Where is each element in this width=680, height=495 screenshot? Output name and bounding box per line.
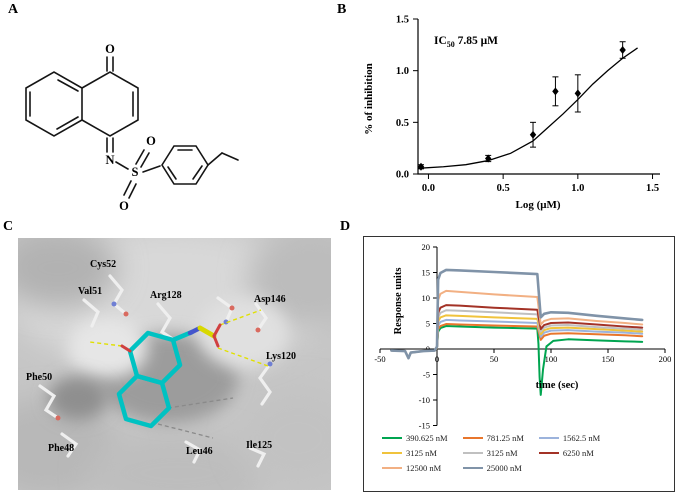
panel-b-label: B: [337, 2, 347, 17]
svg-text:0: 0: [435, 354, 439, 364]
atom-label-imine-n: N: [105, 153, 114, 167]
legend-label: 3125 nM: [486, 448, 518, 458]
legend-label: 12500 nM: [406, 463, 442, 473]
svg-text:0.5: 0.5: [497, 183, 510, 194]
legend-label: 1562.5 nM: [562, 433, 601, 443]
svg-text:0.0: 0.0: [422, 183, 435, 194]
residue-sticks: [38, 274, 272, 468]
legend-item: 390.625 nM: [382, 433, 448, 443]
x-axis-title: Log (μM): [515, 199, 560, 211]
legend-label: 25000 nM: [486, 463, 522, 473]
docking-view: Cys52 Val51 Arg128 Asp146 Lys120 Phe50 P…: [18, 238, 331, 490]
legend-item: 3125 nM: [382, 448, 448, 458]
svg-text:-10: -10: [419, 395, 430, 405]
panel-c-label: C: [3, 219, 14, 234]
legend-item: 12500 nM: [382, 463, 448, 473]
panel-d-label: D: [340, 219, 351, 234]
residue-label: Ile125: [246, 440, 273, 451]
residue-label: Phe50: [26, 372, 53, 383]
contact-dashes: [157, 397, 234, 439]
legend-swatch: [382, 436, 402, 440]
svg-text:0: 0: [426, 344, 430, 354]
legend-item: 6250 nM: [538, 448, 600, 458]
hbond-dashes: [89, 309, 269, 367]
data-point: [552, 87, 559, 96]
dose-response-chart: 0.0 0.5 1.0 1.5 0.0 0.5 1.0 1.5 IC50 7.85 μM % of…: [363, 15, 660, 211]
residue-label: Asp146: [254, 294, 286, 305]
svg-text:-50: -50: [374, 354, 385, 364]
atom-label-carbonyl-o: O: [105, 42, 115, 56]
atom-label-sulfonyl-o-top: O: [146, 134, 156, 148]
residue-label: Lys120: [266, 351, 297, 362]
svg-text:0.5: 0.5: [396, 118, 409, 129]
ic50-annotation: IC50 7.85 μM: [434, 35, 498, 49]
legend-label: 390.625 nM: [406, 433, 448, 443]
svg-text:-15: -15: [419, 420, 430, 430]
svg-text:1.5: 1.5: [646, 183, 659, 194]
svg-text:1.0: 1.0: [571, 183, 584, 194]
y-axis-title: % of inhibition: [363, 63, 375, 135]
fit-curve: [417, 47, 638, 169]
residue-label: Arg128: [150, 290, 182, 301]
ligand-o: [120, 323, 222, 353]
svg-text:20: 20: [422, 242, 431, 252]
legend-swatch: [538, 451, 559, 455]
svg-text:200: 200: [659, 354, 672, 364]
legend-swatch: [462, 466, 483, 470]
residue-label: Leu46: [186, 446, 213, 457]
docking-render: [18, 238, 331, 490]
svg-text:1.0: 1.0: [396, 66, 409, 77]
atom-label-sulfur: S: [132, 165, 139, 179]
legend-swatch: [538, 436, 559, 440]
sensorgram-panel: -15 -10 -5 0 5 10 15 20 -50 0 50 100 150 200 Response …: [363, 236, 675, 492]
legend-swatch: [462, 436, 483, 440]
panel-a-label: A: [8, 2, 19, 17]
legend-swatch: [382, 466, 402, 470]
legend-item: 781.25 nM: [462, 433, 524, 443]
residue-label: Val51: [78, 286, 103, 297]
sensorgram-legend: 390.625 nM 781.25 nM 1562.5 nM 3125 nM 3125 …: [382, 433, 600, 473]
svg-text:150: 150: [602, 354, 615, 364]
legend-label: 3125 nM: [406, 448, 437, 458]
legend-swatch: [382, 451, 402, 455]
svg-text:-5: -5: [423, 369, 430, 379]
legend-item: 25000 nM: [462, 463, 524, 473]
legend-label: 781.25 nM: [486, 433, 524, 443]
data-point: [619, 46, 626, 55]
data-point: [574, 89, 582, 98]
data-point: [485, 154, 492, 163]
residue-label: Cys52: [90, 259, 117, 270]
svg-text:50: 50: [490, 354, 499, 364]
y-axis-title: Response units: [393, 268, 404, 335]
svg-text:10: 10: [422, 293, 431, 303]
series-line: [390, 268, 644, 360]
svg-text:1.5: 1.5: [396, 15, 409, 26]
svg-text:0.0: 0.0: [396, 170, 409, 181]
ligand-s: [197, 325, 217, 339]
atom-label-sulfonyl-o-bottom: O: [119, 199, 129, 213]
legend-item: 3125 nM: [462, 448, 524, 458]
chemical-structure: O N S O O: [25, 42, 239, 213]
svg-text:5: 5: [426, 318, 430, 328]
data-point: [417, 162, 425, 171]
legend-swatch: [462, 451, 483, 455]
x-axis-title: time (sec): [536, 380, 579, 391]
svg-text:100: 100: [545, 354, 558, 364]
legend-item: 1562.5 nM: [538, 433, 601, 443]
legend-label: 6250 nM: [562, 448, 594, 458]
residue-label: Phe48: [48, 443, 75, 454]
data-point: [529, 130, 537, 139]
svg-text:15: 15: [422, 267, 431, 277]
